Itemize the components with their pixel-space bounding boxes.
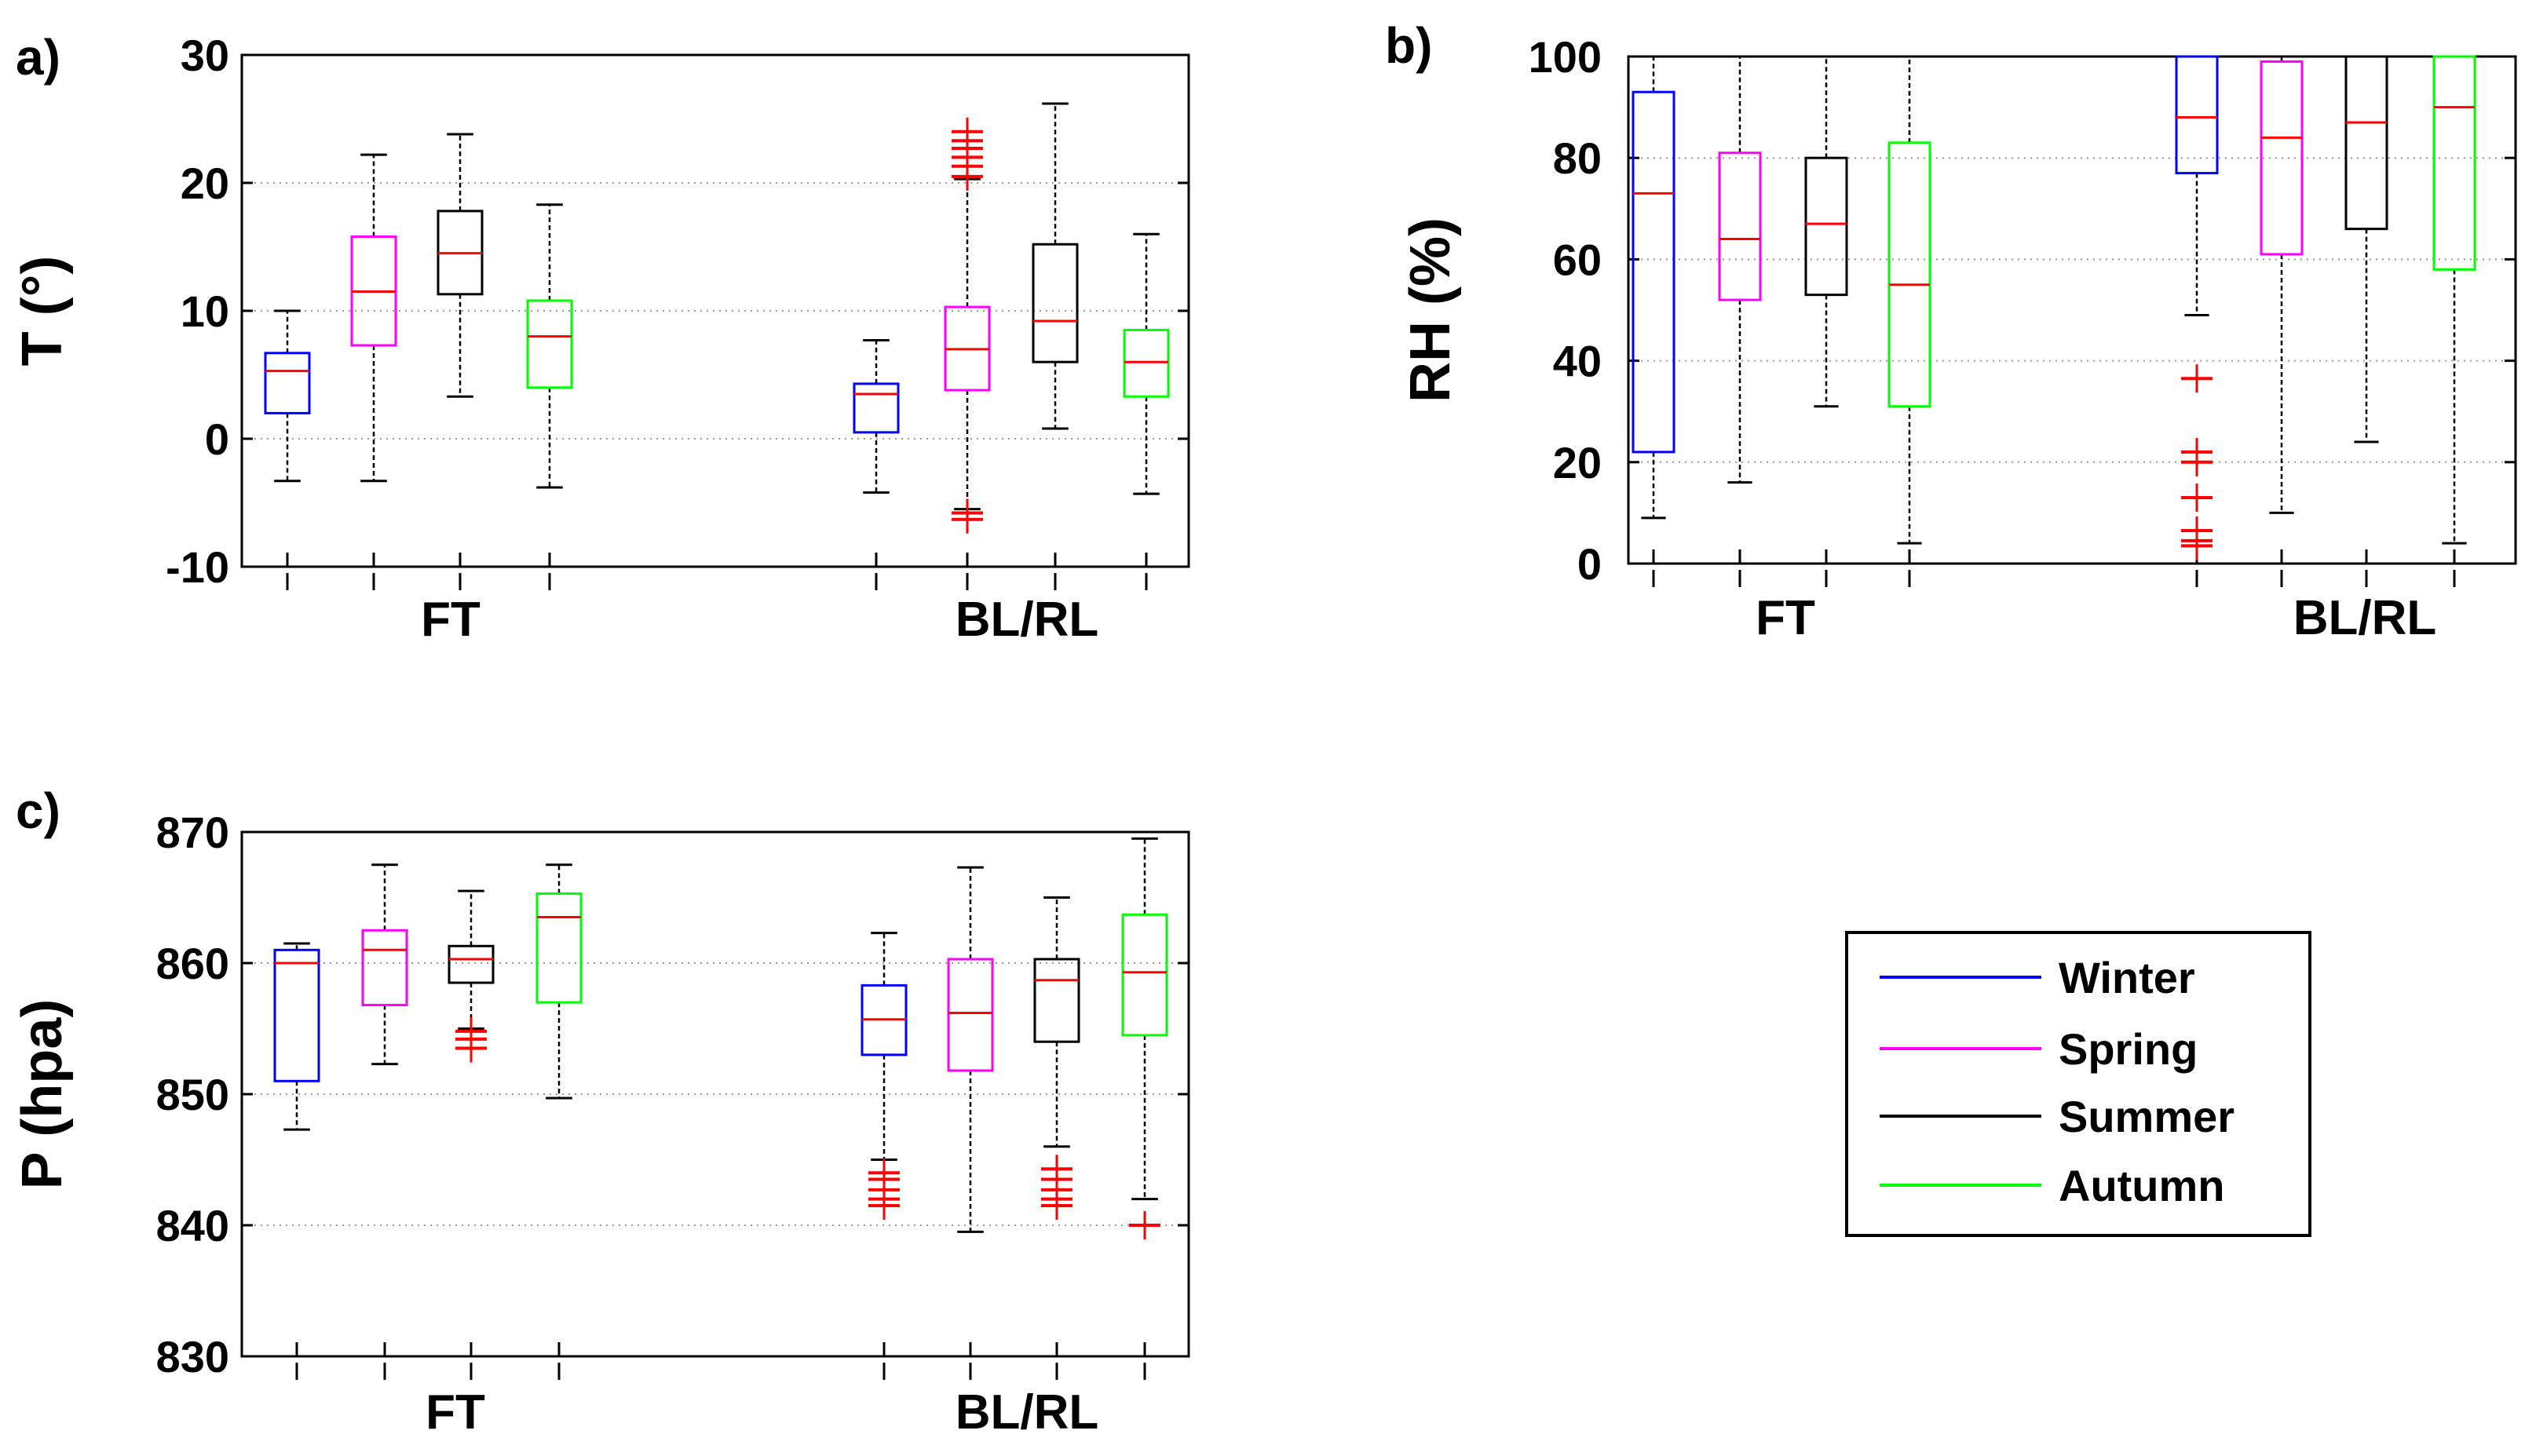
group-label: FT [426,1385,485,1440]
outlier-marker [1129,1211,1160,1239]
box-summer-blrl [2344,55,2388,443]
box-autumn-blrl [2432,55,2476,545]
group-label: FT [421,593,481,647]
box-winter-ft [273,942,320,1131]
box-autumn-blrl [1121,837,1168,1239]
legend-item-winter: Winter [1880,953,2195,1002]
box-iqr [1718,151,1762,301]
panel-label: c) [16,783,60,839]
y-axis-label: T (°) [11,256,74,367]
y-tick-label: -10 [166,542,229,592]
box-iqr [535,892,583,1004]
box-spring-ft [350,153,397,483]
box-iqr [853,382,900,434]
outlier-marker [1041,1155,1072,1184]
legend-item-spring: Spring [1880,1024,2198,1074]
box-iqr [1121,913,1168,1037]
box-spring-blrl [944,117,991,534]
box-iqr [1123,328,1170,398]
box-spring-ft [361,863,408,1066]
legend-label: Autumn [2059,1161,2225,1210]
box-winter-blrl [853,338,900,494]
box-autumn-ft [535,863,583,1100]
box-iqr [2175,55,2219,175]
outlier-marker [2181,364,2213,393]
box-winter-ft [264,309,311,483]
y-tick-label: 20 [1553,438,1602,487]
y-axis-label: RH (%) [1399,217,1462,403]
y-tick-label: 20 [181,159,229,208]
outlier-marker [952,498,983,527]
box-autumn-blrl [1123,232,1170,495]
y-tick-label: 100 [1529,32,1602,82]
outlier-marker [2181,437,2213,466]
box-autumn-ft [1887,55,1931,545]
y-tick-label: 850 [156,1070,229,1119]
box-spring-ft [1718,55,1762,484]
legend-label: Summer [2059,1092,2234,1141]
y-tick-label: 40 [1553,337,1602,386]
panel-c: 830 840 850 860 870 FT BL/RL P (hpa) c) [11,783,1190,1440]
box-iqr [361,929,408,1006]
box-summer-ft [1804,55,1848,408]
group-label: BL/RL [956,1385,1099,1440]
group-label: BL/RL [2293,591,2437,645]
y-tick-label: 830 [156,1332,229,1381]
panel-b: 0 20 40 60 80 100 FT BL/RL RH (%) b) [1385,17,2517,645]
legend-item-autumn: Autumn [1880,1161,2225,1210]
box-summer-ft [448,889,495,1063]
box-iqr [264,352,311,414]
box-spring-blrl [947,866,994,1233]
y-tick-label: 860 [156,939,229,988]
plot-frame [1627,55,2517,565]
legend: Winter Spring Summer Autumn [1845,931,2311,1237]
y-tick-label: 0 [205,414,229,464]
y-tick-label: 10 [181,286,229,336]
panel-a: -10 0 10 20 30 FT BL/RL T (°) a) [11,29,1190,647]
legend-item-summer: Summer [1880,1092,2234,1141]
box-iqr [1032,243,1079,363]
box-spring-blrl [2260,55,2304,514]
box-iqr [1887,141,1931,408]
box-iqr [448,944,495,984]
box-iqr [2260,60,2304,256]
outlier-marker [868,1159,900,1188]
outlier-marker [455,1016,487,1045]
box-iqr [2344,55,2388,231]
y-tick-label: 840 [156,1201,229,1250]
group-label: FT [1756,591,1815,645]
outlier-marker [952,117,983,146]
box-iqr [1033,958,1080,1043]
legend-label: Winter [2059,953,2195,1002]
box-summer-blrl [1032,102,1079,430]
box-winter-blrl [861,932,908,1220]
box-summer-ft [437,133,484,398]
panel-label: b) [1385,17,1432,74]
y-tick-label: 60 [1553,235,1602,284]
box-winter-ft [1632,55,1675,520]
box-winter-blrl [2175,55,2219,560]
outlier-marker [2181,484,2213,513]
box-iqr [526,299,573,389]
y-axis-label: P (hpa) [11,999,74,1190]
box-autumn-ft [526,203,573,489]
outlier-marker [2181,516,2213,546]
box-iqr [947,958,994,1072]
box-iqr [2432,55,2476,271]
box-iqr [273,948,320,1082]
y-tick-label: 0 [1577,539,1602,589]
y-tick-label: 870 [156,808,229,857]
box-iqr [1804,156,1848,297]
y-tick-label: 80 [1553,133,1602,183]
legend-label: Spring [2059,1024,2198,1074]
box-iqr [1632,90,1675,454]
box-summer-blrl [1033,896,1080,1220]
panel-label: a) [16,29,60,86]
y-tick-label: 30 [181,31,229,80]
group-label: BL/RL [956,593,1099,647]
